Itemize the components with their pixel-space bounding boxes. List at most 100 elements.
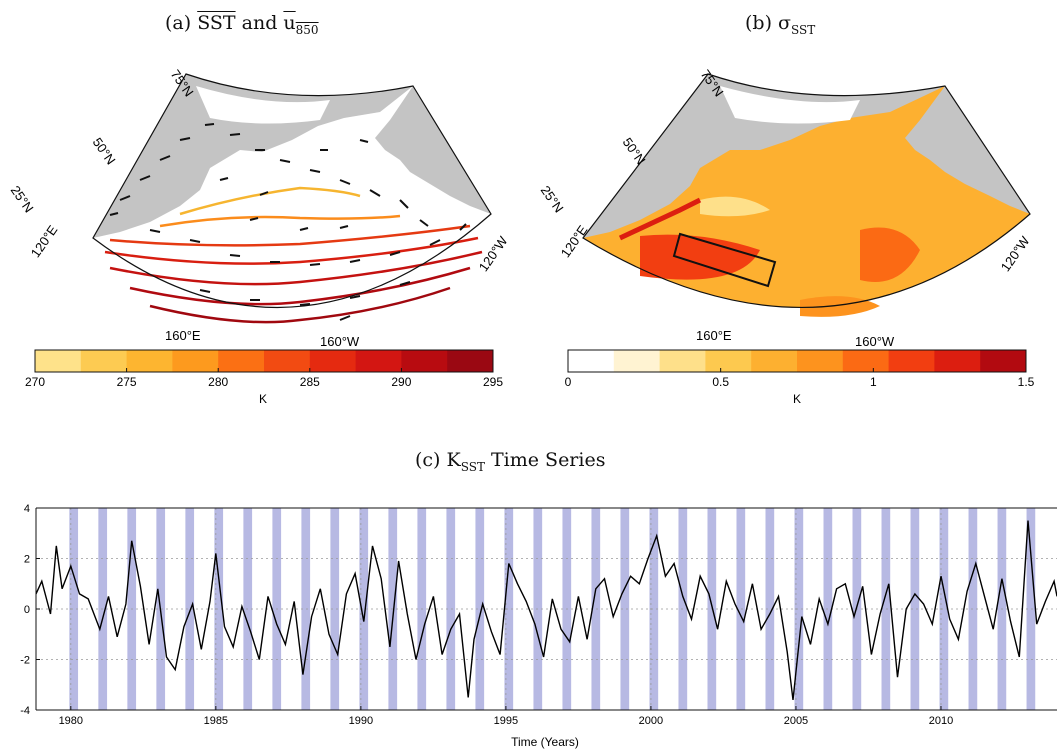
winter-band-8 — [301, 508, 311, 710]
panel-b-lat-25: 25°N — [538, 183, 567, 215]
x-tick-label-1: 1985 — [204, 715, 228, 727]
panel-b-colorbar: 0 0.5 1 1.5 — [565, 349, 1035, 389]
x-tick-label-6: 2010 — [929, 715, 953, 727]
panel-a-lat-50: 50°N — [90, 135, 119, 167]
sst-contour-4 — [104, 236, 479, 265]
cbar-a-tick-label-4: 290 — [391, 375, 411, 389]
panel-c-title-k: K — [446, 449, 461, 471]
panel-a-title-prefix: (a) — [165, 12, 192, 34]
panel-c-plot: -4 -2 0 2 4 1980 1985 1990 1995 2000 2005 2010 — [20, 503, 1057, 727]
sst-contour-1 — [179, 186, 361, 216]
sst-contour-2 — [159, 214, 401, 228]
panel-b-title-sub: SST — [791, 22, 816, 37]
cbar-b-tick-label-0: 0 — [565, 375, 572, 389]
cbar-a-tick-label-5: 295 — [483, 375, 503, 389]
cbar-a-swatch-2 — [126, 350, 173, 372]
winter-band-13 — [446, 508, 456, 710]
panel-a-title-u: u850 — [283, 12, 319, 37]
panel-b-land-asia — [583, 74, 945, 238]
panel-c-title-prefix: (c) — [415, 449, 441, 471]
panel-b-title: (b) σSST — [745, 12, 815, 37]
cbar-b-swatch-6 — [842, 350, 890, 372]
panel-b-colorbar-unit: K — [793, 392, 801, 406]
panel-b-patch-1 — [860, 227, 920, 282]
panel-a-lon-160e: 160°E — [165, 328, 201, 343]
cbar-a-tick-label-3: 285 — [300, 375, 320, 389]
cbar-b-swatch-0 — [568, 350, 615, 372]
sst-contour-5 — [109, 250, 483, 286]
panel-a-land-northpole — [196, 86, 330, 124]
winter-band-30 — [939, 508, 949, 710]
cbar-a-swatch-1 — [80, 350, 128, 372]
winter-band-18 — [591, 508, 601, 710]
cbar-a-tick-label-0: 270 — [25, 375, 45, 389]
panel-a-title-and: and — [241, 12, 278, 34]
winter-band-10 — [359, 508, 369, 710]
panel-a-title-u-sub: 850 — [295, 22, 319, 37]
cbar-a-swatch-4 — [218, 350, 265, 372]
cbar-a-frame — [34, 349, 494, 373]
sst-contour-3 — [109, 224, 471, 247]
y-tick-label-4: 4 — [24, 503, 30, 515]
panel-b-title-sigma: σ — [778, 12, 792, 34]
winter-band-9 — [330, 508, 340, 710]
panel-b-region-box — [672, 232, 777, 288]
x-tick-label-3: 1995 — [494, 715, 518, 727]
x-tick-label-5: 2005 — [784, 715, 808, 727]
panel-c-xlabel: Time (Years) — [511, 735, 579, 749]
cbar-b-swatch-1 — [613, 350, 661, 372]
y-tick-label-2: 0 — [24, 604, 30, 616]
panel-c-title: (c) KSST Time Series — [415, 449, 605, 474]
winter-band-33 — [1026, 508, 1036, 710]
panel-b-patch-2 — [640, 234, 760, 280]
x-tick-label-4: 2000 — [639, 715, 663, 727]
panel-a-lon-120w: 120°W — [476, 233, 511, 274]
panel-b-lon-120w: 120°W — [998, 233, 1033, 274]
panel-b-lon-160e: 160°E — [696, 328, 732, 343]
cbar-b-swatch-4 — [751, 350, 798, 372]
panel-c-title-k-sub: SST — [460, 459, 485, 474]
panel-a-outline — [92, 73, 492, 309]
sst-contour-6 — [129, 266, 471, 306]
cbar-b-tick-label-3: 1.5 — [1018, 375, 1035, 389]
series-line-kappa-sst — [35, 520, 1057, 700]
cbar-b-tick-label-1: 0.5 — [712, 375, 729, 389]
panel-a-colorbar: 270 275 280 285 290 295 — [25, 349, 503, 389]
winter-band-4 — [185, 508, 195, 710]
cbar-a-swatch-6 — [309, 350, 357, 372]
cbar-a-swatch-8 — [401, 350, 448, 372]
y-tick-label-0: -4 — [20, 705, 30, 717]
cbar-b-swatch-5 — [797, 350, 844, 372]
panel-b-coast-red — [618, 197, 702, 241]
panel-b-map: 75°N 50°N 25°N 120°E 160°E 160°W 120°W — [538, 67, 1033, 349]
cbar-a-swatch-3 — [172, 350, 219, 372]
cbar-a-tick-label-1: 275 — [117, 375, 137, 389]
cbar-b-swatch-2 — [659, 350, 706, 372]
cbar-a-tick-label-2: 280 — [208, 375, 228, 389]
panel-a-lon-160w: 160°W — [320, 334, 360, 349]
cbar-a-swatch-9 — [447, 350, 494, 372]
panel-b-lon-160w: 160°W — [855, 334, 895, 349]
cbar-a-swatch-0 — [35, 350, 82, 372]
panel-c-title-rest: Time Series — [491, 449, 606, 471]
cbar-b-swatch-9 — [980, 350, 1027, 372]
winter-band-14 — [475, 508, 485, 710]
x-tick-label-2: 1990 — [349, 715, 373, 727]
y-tick-label-3: 2 — [24, 554, 30, 566]
winter-band-19 — [620, 508, 630, 710]
panel-b-arctic-white — [720, 86, 860, 124]
panel-a-title-sst: SST — [197, 12, 236, 34]
panel-a-lat-25: 25°N — [8, 183, 37, 215]
panel-a-land-alaska — [375, 86, 491, 214]
panel-a-title-u-letter: u — [283, 12, 296, 34]
sst-contour-7 — [149, 286, 451, 324]
panel-b-lon-120e: 120°E — [558, 222, 591, 260]
winter-band-28 — [881, 508, 891, 710]
panel-a-title: (a) SST and u850 — [165, 12, 319, 37]
panel-b-title-prefix: (b) — [745, 12, 772, 34]
panel-a-land-asia — [93, 74, 413, 238]
winter-band-25 — [794, 508, 804, 710]
cbar-b-frame — [567, 349, 1027, 373]
x-tick-label-0: 1980 — [59, 715, 83, 727]
